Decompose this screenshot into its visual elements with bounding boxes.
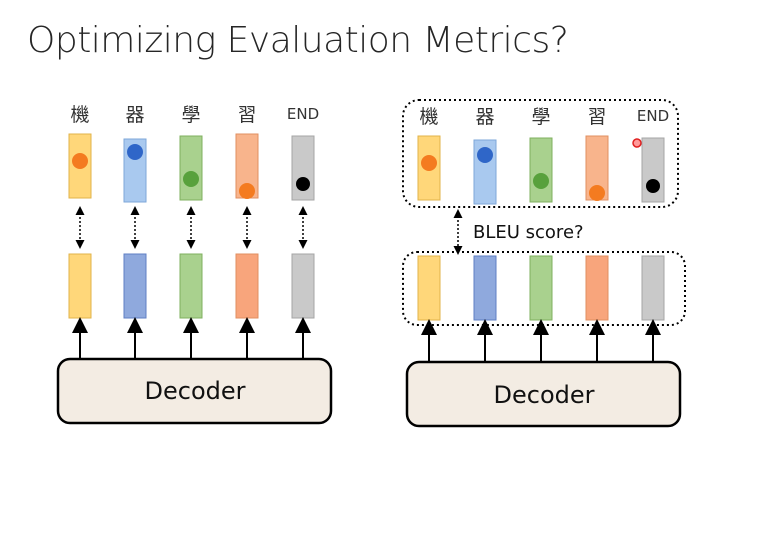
left-token-end: END	[287, 105, 319, 123]
left-out-bar-5	[291, 253, 315, 319]
left-dot-3	[183, 171, 199, 187]
left-token-1: 機	[70, 104, 89, 126]
right-dot-4	[589, 185, 605, 201]
right-dot-2	[477, 147, 493, 163]
left-dot-1	[72, 153, 88, 169]
right-out-bar-3	[529, 255, 553, 321]
left-out-bar-1	[68, 253, 92, 319]
left-out-bar-4	[235, 253, 259, 319]
right-out-bar-4	[585, 255, 609, 321]
right-input-group-box	[402, 251, 686, 326]
left-token-3: 學	[181, 104, 200, 126]
left-dot-5	[296, 177, 310, 191]
left-diagram: 機 器 學 習 END	[56, 104, 333, 425]
pointer-dot	[632, 138, 642, 148]
right-token-1: 機	[419, 106, 438, 128]
right-decoder-label: Decoder	[494, 381, 595, 409]
right-out-bar-1	[417, 255, 441, 321]
left-token-2: 器	[125, 104, 144, 126]
left-dist-bar-3	[179, 135, 203, 201]
right-output-group-box	[402, 99, 679, 208]
left-out-bar-2	[123, 253, 147, 319]
left-dot-4	[239, 183, 255, 199]
right-token-end: END	[637, 107, 669, 125]
right-dot-5	[646, 179, 660, 193]
left-decoder-box	[56, 357, 333, 425]
right-dot-3	[533, 173, 549, 189]
left-token-4: 習	[237, 104, 256, 126]
left-decoder-label: Decoder	[145, 377, 246, 405]
slide-title: Optimizing Evaluation Metrics?	[27, 20, 569, 61]
left-dot-2	[127, 144, 143, 160]
right-token-2: 器	[475, 106, 494, 128]
right-out-bar-2	[473, 255, 497, 321]
right-dist-bar-3	[529, 137, 553, 203]
right-token-4: 習	[587, 106, 606, 128]
right-diagram: 機 器 學 習 END BLEU score?	[402, 99, 686, 428]
bleu-score-label: BLEU score?	[473, 222, 584, 243]
right-decoder-box	[405, 360, 682, 428]
right-dot-1	[421, 155, 437, 171]
left-out-bar-3	[179, 253, 203, 319]
right-token-3: 學	[531, 106, 550, 128]
right-out-bar-5	[641, 255, 665, 321]
